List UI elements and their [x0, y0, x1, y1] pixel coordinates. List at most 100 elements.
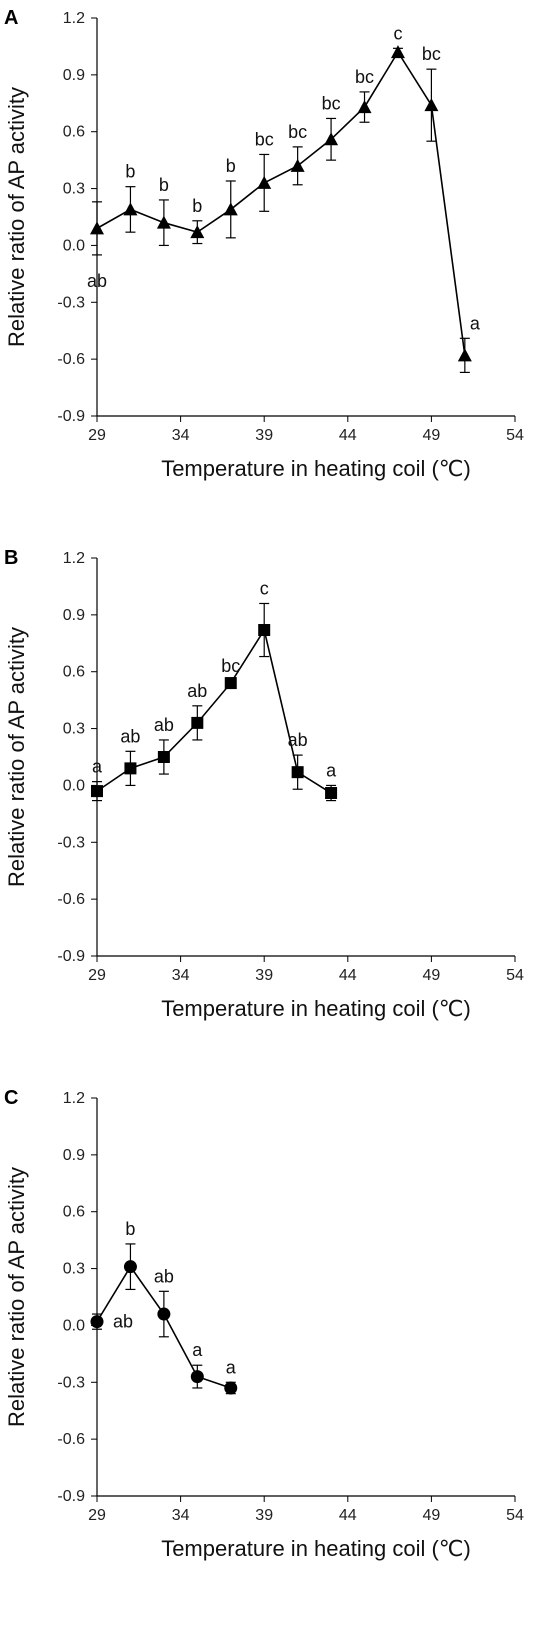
y-tick-label: -0.6 [57, 891, 85, 908]
y-tick-label: -0.6 [57, 1431, 85, 1448]
x-tick-label: 44 [339, 1507, 357, 1524]
x-tick-label: 49 [423, 1507, 441, 1524]
chart-c: C -0.9 -0.6 -0.3 0.0 0.3 0.6 0.9 1.2 29 34 39 44 49 54… [4, 1087, 524, 1561]
data-point [224, 677, 237, 690]
x-tick-label: 54 [506, 967, 524, 984]
x-tick-label: 29 [88, 427, 106, 444]
x-tick-label: 29 [88, 967, 106, 984]
significance-label: bc [288, 122, 307, 142]
data-point [457, 348, 472, 362]
x-tick-label: 49 [423, 967, 441, 984]
x-tick-label: 39 [255, 1507, 273, 1524]
significance-label: c [260, 578, 269, 598]
significance-label: b [226, 156, 236, 176]
x-tick-label: 49 [423, 427, 441, 444]
x-tick-label: 34 [172, 1507, 190, 1524]
y-axis-title: Relative ratio of AP activity [4, 1167, 29, 1427]
data-point [257, 175, 272, 189]
x-axis-title: Temperature in heating coil (℃) [161, 1536, 471, 1561]
significance-label: bc [322, 93, 341, 113]
x-tick-label: 39 [255, 967, 273, 984]
significance-label: b [159, 175, 169, 195]
data-point [191, 716, 204, 729]
significance-label: c [393, 23, 402, 43]
y-tick-label: 1.2 [63, 1090, 85, 1107]
y-tick-label: -0.3 [57, 834, 85, 851]
panel-a: A -0.9 -0.6 -0.3 0.0 0.3 0.6 0.9 1.2 29 34 39 44 49 54… [0, 0, 551, 520]
y-axis-title: Relative ratio of AP activity [4, 627, 29, 887]
data-point [258, 624, 271, 637]
y-tick-label: 0.3 [63, 1261, 85, 1278]
x-tick-label: 44 [339, 427, 357, 444]
data-point [90, 221, 104, 235]
significance-label: ab [113, 1312, 133, 1332]
y-tick-label: -0.9 [57, 948, 85, 965]
significance-label: ab [154, 1266, 174, 1286]
significance-label: a [92, 757, 103, 777]
data-point [357, 100, 372, 114]
data-point [291, 766, 304, 779]
data-point [190, 1370, 204, 1384]
y-tick-label: 0.6 [63, 664, 85, 681]
x-tick-label: 54 [506, 427, 524, 444]
data-point [123, 202, 138, 216]
x-axis-title: Temperature in heating coil (℃) [161, 996, 471, 1021]
y-tick-label: 1.2 [63, 10, 85, 27]
data-point [190, 225, 205, 239]
significance-label: bc [221, 656, 240, 676]
panel-b: B -0.9 -0.6 -0.3 0.0 0.3 0.6 0.9 1.2 29 34 39 44 49 54… [0, 540, 551, 1060]
data-point [224, 1381, 238, 1395]
series-line [96, 50, 466, 356]
x-tick-label: 39 [255, 427, 273, 444]
data-point [223, 202, 238, 216]
y-tick-label: -0.3 [57, 294, 85, 311]
data-point [91, 785, 103, 798]
x-tick-label: 44 [339, 967, 357, 984]
y-tick-label: 0.6 [63, 1204, 85, 1221]
x-tick-label: 29 [88, 1507, 106, 1524]
significance-label: a [326, 760, 337, 780]
data-point [156, 215, 171, 229]
y-tick-label: 0.0 [63, 1317, 85, 1334]
x-axis-title: Temperature in heating coil (℃) [161, 456, 471, 481]
data-point [124, 762, 137, 775]
y-tick-label: 0.0 [63, 777, 85, 794]
panel-c: C -0.9 -0.6 -0.3 0.0 0.3 0.6 0.9 1.2 29 34 39 44 49 54… [0, 1080, 551, 1632]
data-point [325, 787, 338, 800]
significance-label: b [192, 196, 202, 216]
significance-label: ab [87, 271, 107, 291]
significance-label: b [125, 1219, 135, 1239]
data-point [123, 1260, 137, 1274]
data-point [157, 1307, 171, 1321]
panel-letter: B [4, 547, 18, 569]
data-point [290, 158, 305, 172]
significance-label: ab [187, 681, 207, 701]
data-point [324, 132, 339, 146]
significance-label: bc [422, 44, 441, 64]
y-tick-label: -0.3 [57, 1374, 85, 1391]
panel-letter: C [4, 1087, 18, 1109]
x-tick-label: 54 [506, 1507, 524, 1524]
significance-label: b [125, 162, 135, 182]
y-tick-label: -0.6 [57, 351, 85, 368]
y-tick-label: 0.9 [63, 1147, 85, 1164]
y-tick-label: 0.9 [63, 67, 85, 84]
y-axis-title: Relative ratio of AP activity [4, 87, 29, 347]
x-tick-label: 34 [172, 427, 190, 444]
y-tick-label: -0.9 [57, 1488, 85, 1505]
y-tick-label: 0.0 [63, 237, 85, 254]
y-tick-label: 0.6 [63, 124, 85, 141]
significance-label: ab [120, 726, 140, 746]
data-point [390, 45, 405, 59]
significance-label: ab [288, 730, 308, 750]
data-point [157, 751, 170, 763]
y-tick-label: 0.9 [63, 607, 85, 624]
data-point [90, 1315, 104, 1329]
significance-label: ab [154, 715, 174, 735]
x-tick-label: 34 [172, 967, 190, 984]
y-tick-label: 1.2 [63, 550, 85, 567]
y-tick-label: 0.3 [63, 721, 85, 738]
significance-label: a [192, 1340, 203, 1360]
y-tick-label: -0.9 [57, 408, 85, 425]
chart-b: B -0.9 -0.6 -0.3 0.0 0.3 0.6 0.9 1.2 29 34 39 44 49 54… [4, 547, 524, 1021]
